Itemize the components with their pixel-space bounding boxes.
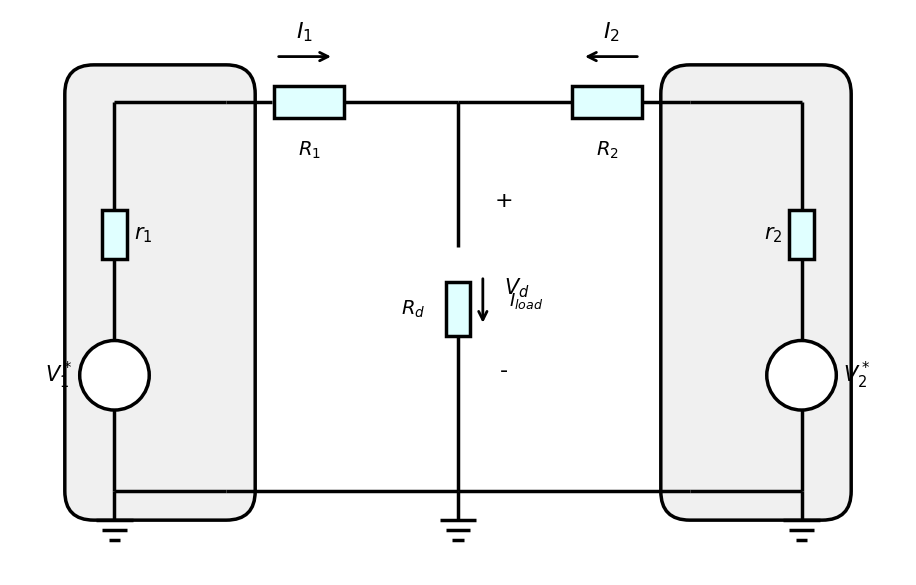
- Text: $r_1$: $r_1$: [134, 225, 152, 245]
- Text: $R_d$: $R_d$: [400, 298, 425, 320]
- Text: $R_1$: $R_1$: [298, 139, 321, 161]
- Text: $I_1$: $I_1$: [297, 20, 313, 43]
- Text: $V_1^*$: $V_1^*$: [46, 360, 73, 391]
- Bar: [274, 87, 344, 118]
- FancyBboxPatch shape: [660, 65, 851, 520]
- Text: +: +: [495, 191, 513, 211]
- Text: $R_2$: $R_2$: [595, 139, 618, 161]
- Text: $I_{load}$: $I_{load}$: [509, 291, 543, 311]
- Bar: [572, 87, 642, 118]
- FancyBboxPatch shape: [65, 65, 256, 520]
- Text: $I_2$: $I_2$: [603, 20, 619, 43]
- Text: $V_2^*$: $V_2^*$: [843, 360, 870, 391]
- Text: -: -: [499, 361, 507, 381]
- Text: $r_2$: $r_2$: [764, 225, 782, 245]
- Bar: [102, 209, 127, 259]
- Text: $V_d$: $V_d$: [504, 277, 529, 300]
- Bar: [445, 282, 471, 336]
- Circle shape: [767, 340, 836, 410]
- Circle shape: [80, 340, 149, 410]
- Bar: [789, 209, 814, 259]
